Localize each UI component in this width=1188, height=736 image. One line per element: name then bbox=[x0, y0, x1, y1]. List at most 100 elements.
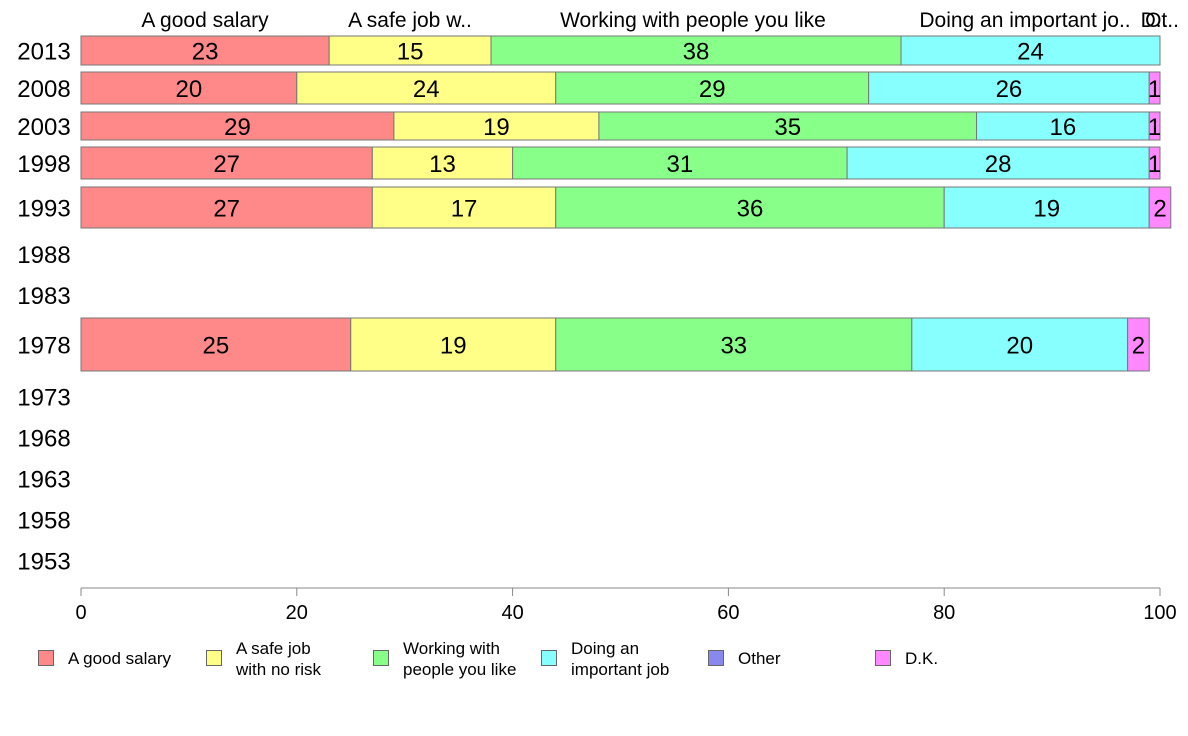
bar-2008-series-5 bbox=[1148, 71, 1161, 105]
year-label-1953: 1953 bbox=[17, 549, 70, 576]
bar-2008-series-2 bbox=[555, 71, 870, 105]
year-label-1968: 1968 bbox=[17, 426, 70, 453]
data-label-1993-series-5: 2 bbox=[1153, 196, 1166, 223]
bar-2013-series-0 bbox=[80, 35, 330, 66]
legend-item-3: Doing an important job bbox=[541, 638, 669, 680]
column-header-other: Ot.. bbox=[1145, 9, 1179, 32]
legend-swatch-0 bbox=[38, 650, 54, 666]
legend-label-1: A safe job with no risk bbox=[236, 639, 322, 679]
bar-1993-series-0 bbox=[80, 186, 373, 229]
year-label-1963: 1963 bbox=[17, 467, 70, 494]
data-label-1993-series-1: 17 bbox=[451, 196, 478, 223]
data-label-1998-series-0: 27 bbox=[213, 151, 240, 178]
data-label-2003-series-2: 35 bbox=[774, 114, 801, 141]
data-label-1993-series-3: 19 bbox=[1033, 196, 1060, 223]
x-tick-label-0: 0 bbox=[75, 602, 86, 624]
bar-1998-series-2 bbox=[512, 146, 848, 180]
data-label-1978-series-1: 19 bbox=[440, 333, 467, 360]
legend-label-5: D.K. bbox=[905, 649, 939, 668]
bar-1998-series-1 bbox=[371, 146, 514, 180]
bar-2003-series-0 bbox=[80, 111, 395, 141]
x-tick-label-20: 20 bbox=[286, 602, 308, 624]
data-label-1998-series-5: 1 bbox=[1148, 151, 1161, 178]
bar-1978-series-0 bbox=[80, 317, 352, 372]
data-label-1998-series-2: 31 bbox=[666, 151, 693, 178]
legend-item-0: A good salary bbox=[38, 638, 171, 669]
bar-2008-series-1 bbox=[296, 71, 557, 105]
x-tick-label-40: 40 bbox=[501, 602, 523, 624]
data-label-2008-series-5: 1 bbox=[1148, 76, 1161, 103]
data-label-2008-series-3: 26 bbox=[996, 76, 1023, 103]
year-label-1988: 1988 bbox=[17, 242, 70, 269]
bar-2013-series-1 bbox=[328, 35, 492, 66]
bar-2008-series-0 bbox=[80, 71, 298, 105]
year-label-2013: 2013 bbox=[17, 39, 70, 66]
data-label-2013-series-1: 15 bbox=[397, 39, 424, 66]
data-label-2013-series-0: 23 bbox=[192, 39, 219, 66]
legend-label-4: Other bbox=[738, 649, 781, 668]
data-label-2003-series-1: 19 bbox=[483, 114, 510, 141]
legend-label-3: Doing an important job bbox=[571, 639, 670, 679]
data-label-2008-series-0: 20 bbox=[176, 76, 203, 103]
legend-item-1: A safe job with no risk bbox=[206, 638, 321, 680]
data-label-2013-series-3: 24 bbox=[1017, 39, 1044, 66]
data-label-1993-series-0: 27 bbox=[213, 196, 240, 223]
data-label-2008-series-2: 29 bbox=[699, 76, 726, 103]
data-label-1978-series-0: 25 bbox=[203, 333, 230, 360]
data-label-1993-series-2: 36 bbox=[737, 196, 764, 223]
data-label-2003-series-5: 1 bbox=[1148, 114, 1161, 141]
bar-2003-series-5 bbox=[1148, 111, 1161, 141]
column-header-2: Working with people you like bbox=[560, 9, 826, 32]
bar-1993-series-1 bbox=[371, 186, 557, 229]
data-label-2003-series-0: 29 bbox=[224, 114, 251, 141]
bar-1993-series-3 bbox=[943, 186, 1150, 229]
bar-1978-series-2 bbox=[555, 317, 913, 372]
x-tick-label-80: 80 bbox=[933, 602, 955, 624]
legend-swatch-2 bbox=[373, 650, 389, 666]
bar-2003-series-3 bbox=[976, 111, 1150, 141]
legend-item-5: D.K. bbox=[875, 638, 938, 669]
column-header-3: Doing an important jo.. bbox=[919, 9, 1130, 32]
bar-1993-series-5 bbox=[1148, 186, 1172, 229]
data-label-1978-series-5: 2 bbox=[1132, 333, 1145, 360]
legend-label-2: Working with people you like bbox=[403, 639, 517, 679]
year-label-1993: 1993 bbox=[17, 196, 70, 223]
year-label-2003: 2003 bbox=[17, 114, 70, 141]
year-label-1958: 1958 bbox=[17, 508, 70, 535]
legend-swatch-5 bbox=[875, 650, 891, 666]
legend-item-4: Other bbox=[708, 638, 781, 669]
bar-1978-series-1 bbox=[350, 317, 557, 372]
data-label-1978-series-3: 20 bbox=[1006, 333, 1033, 360]
year-label-1978: 1978 bbox=[17, 333, 70, 360]
bar-1998-series-0 bbox=[80, 146, 373, 180]
legend: A good salary A safe job with no risk Work… bbox=[38, 638, 1158, 688]
data-label-1978-series-2: 33 bbox=[720, 333, 747, 360]
x-tick-label-60: 60 bbox=[717, 602, 739, 624]
data-label-2013-series-2: 38 bbox=[683, 39, 710, 66]
bar-1978-series-3 bbox=[911, 317, 1129, 372]
legend-swatch-4 bbox=[708, 650, 724, 666]
bar-1978-series-5 bbox=[1127, 317, 1150, 372]
column-header-0: A good salary bbox=[141, 9, 269, 32]
bar-2008-series-3 bbox=[868, 71, 1150, 105]
bar-2013-series-3 bbox=[900, 35, 1161, 66]
column-header-5: D.. bbox=[1141, 9, 1168, 32]
column-header-1: A safe job w.. bbox=[348, 9, 472, 32]
data-label-2008-series-1: 24 bbox=[413, 76, 440, 103]
legend-swatch-3 bbox=[541, 650, 557, 666]
bar-2003-series-1 bbox=[393, 111, 600, 141]
data-label-2003-series-3: 16 bbox=[1050, 114, 1077, 141]
legend-swatch-1 bbox=[206, 650, 222, 666]
bar-2003-series-2 bbox=[598, 111, 978, 141]
bar-2013-series-2 bbox=[490, 35, 902, 66]
data-label-1998-series-1: 13 bbox=[429, 151, 456, 178]
legend-label-0: A good salary bbox=[68, 649, 172, 668]
stacked-bar-chart: 2013200820031998199319881983197819731968… bbox=[17, 9, 1179, 624]
bar-1998-series-5 bbox=[1148, 146, 1161, 180]
bar-1998-series-3 bbox=[846, 146, 1150, 180]
year-label-2008: 2008 bbox=[17, 76, 70, 103]
legend-item-2: Working with people you like bbox=[373, 638, 516, 680]
year-label-1973: 1973 bbox=[17, 385, 70, 412]
bar-1993-series-2 bbox=[555, 186, 945, 229]
year-label-1983: 1983 bbox=[17, 283, 70, 310]
